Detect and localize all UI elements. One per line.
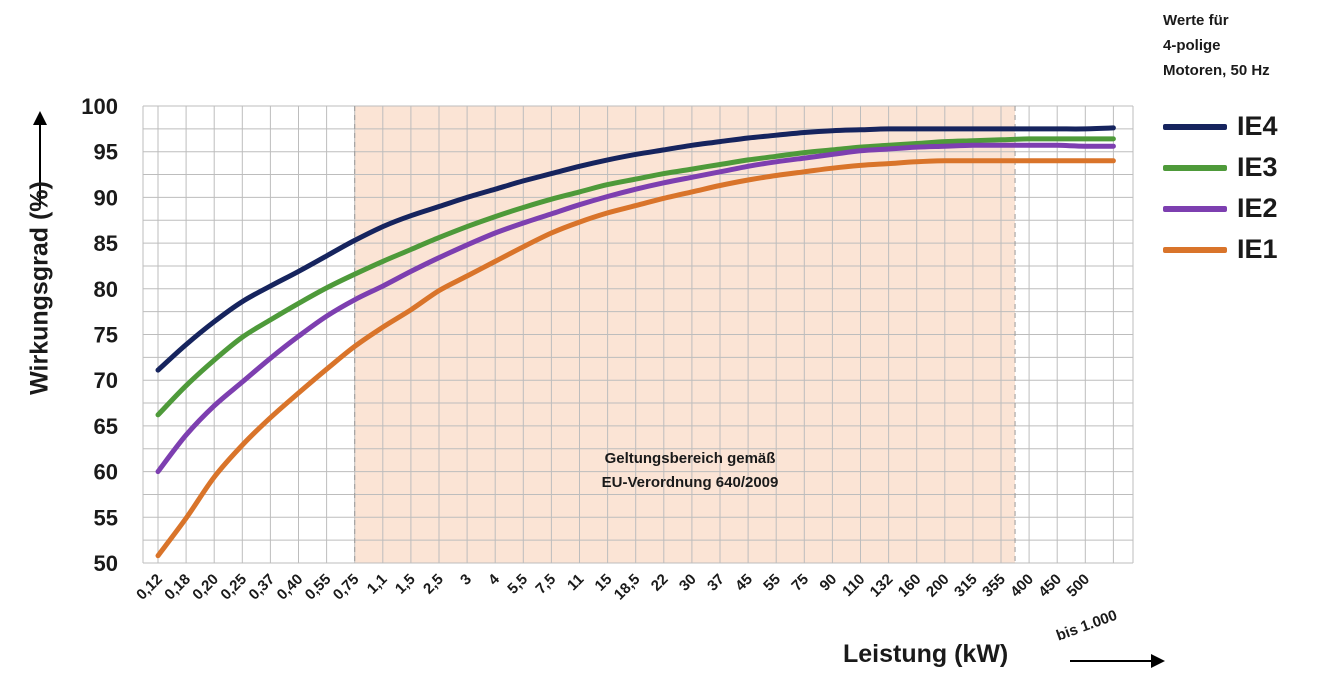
- x-tick-label: 0,37: [246, 571, 279, 604]
- y-tick-label: 80: [94, 277, 118, 302]
- x-tick-label: 0,75: [330, 571, 363, 604]
- y-tick-label: 95: [94, 140, 118, 165]
- legend-item-ie3: IE3: [1163, 147, 1278, 188]
- x-tick-label: 0,12: [133, 571, 166, 604]
- values-note: Werte für 4-polige Motoren, 50 Hz: [1163, 8, 1270, 83]
- x-tick-label: 11: [564, 571, 587, 594]
- series-line-ie3: [155, 136, 1116, 418]
- x-tick-label: 450: [1035, 571, 1065, 601]
- x-tick-label: 45: [732, 571, 756, 595]
- y-axis-title: Wirkungsgrad (%): [25, 181, 54, 395]
- x-tick-label: 37: [704, 571, 728, 595]
- scope-region-label: Geltungsbereich gemäß EU-Verordnung 640/…: [540, 447, 840, 495]
- x-tick-label: 0,25: [217, 571, 250, 604]
- x-tick-label: 55: [760, 571, 784, 595]
- x-tick-label: 315: [951, 571, 981, 601]
- legend-label: IE3: [1237, 152, 1278, 182]
- x-tick-label: 7,5: [532, 571, 559, 598]
- x-tick-label: 110: [839, 571, 868, 600]
- x-tick-labels: 0,120,180,200,250,370,400,550,75 1,1 1,5 2,…: [133, 570, 1093, 603]
- y-tick-label: 60: [94, 460, 118, 485]
- x-tick-label: 132: [867, 571, 897, 601]
- x-tick-label: 0,40: [274, 571, 307, 604]
- x-tick-label: 5,5: [504, 571, 531, 598]
- y-tick-label: 85: [94, 231, 118, 256]
- x-tick-label: 1,1: [364, 571, 391, 598]
- x-tick-label: 0,18: [161, 571, 194, 604]
- x-tick-label: 4: [485, 570, 503, 588]
- x-tick-label: 400: [1007, 571, 1037, 601]
- x-tick-label: 1,5: [392, 571, 419, 598]
- x-tick-label: 3: [457, 571, 475, 589]
- x-tick-label: 22: [648, 571, 672, 595]
- x-tick-label: 30: [676, 571, 700, 595]
- x-tick-label: 500: [1063, 571, 1093, 601]
- legend-label: IE4: [1237, 111, 1278, 141]
- y-tick-label: 55: [94, 505, 118, 530]
- y-tick-label: 90: [94, 185, 118, 210]
- legend-item-ie4: IE4: [1163, 106, 1278, 147]
- y-tick-label: 75: [94, 323, 118, 348]
- series-line-ie2: [155, 142, 1116, 475]
- legend-swatch: [1163, 164, 1227, 171]
- series-line-ie1: [155, 158, 1116, 559]
- region-label-line: Geltungsbereich gemäß: [604, 450, 776, 467]
- x-tick-label: 90: [816, 571, 840, 595]
- legend-label: IE2: [1237, 193, 1278, 223]
- note-line: 4-polige: [1163, 37, 1221, 54]
- y-tick-label: 65: [94, 414, 118, 439]
- note-line: Motoren, 50 Hz: [1163, 62, 1270, 79]
- region-label-line: EU-Verordnung 640/2009: [601, 474, 779, 491]
- legend-swatch: [1163, 246, 1227, 253]
- y-tick-label: 70: [94, 368, 118, 393]
- x-tick-label: 160: [895, 571, 925, 601]
- legend-label: IE1: [1237, 234, 1278, 264]
- x-tick-label: 0,55: [302, 571, 335, 604]
- x-tick-label: 355: [979, 571, 1009, 601]
- series-line-ie4: [155, 125, 1116, 373]
- legend: IE4 IE3 IE2 IE1: [1163, 106, 1278, 270]
- series-lines: [155, 125, 1116, 559]
- legend-swatch: [1163, 123, 1227, 130]
- legend-item-ie1: IE1: [1163, 229, 1278, 270]
- legend-item-ie2: IE2: [1163, 188, 1278, 229]
- x-tick-label: 18,5: [611, 571, 644, 604]
- y-tick-labels: 50 55 60 65 70 75 80 85 90 95 100: [81, 94, 118, 576]
- x-tick-label: 0,20: [189, 571, 222, 604]
- y-tick-label: 50: [94, 551, 118, 576]
- y-tick-label: 100: [81, 94, 118, 119]
- note-line: Werte für: [1163, 12, 1229, 29]
- x-tick-label: 75: [788, 571, 812, 595]
- legend-swatch: [1163, 205, 1227, 212]
- x-axis-title: Leistung (kW): [843, 640, 1009, 668]
- scope-boundaries: [354, 106, 1016, 563]
- x-tick-label: 200: [923, 571, 953, 601]
- x-tick-label: 2,5: [420, 571, 447, 598]
